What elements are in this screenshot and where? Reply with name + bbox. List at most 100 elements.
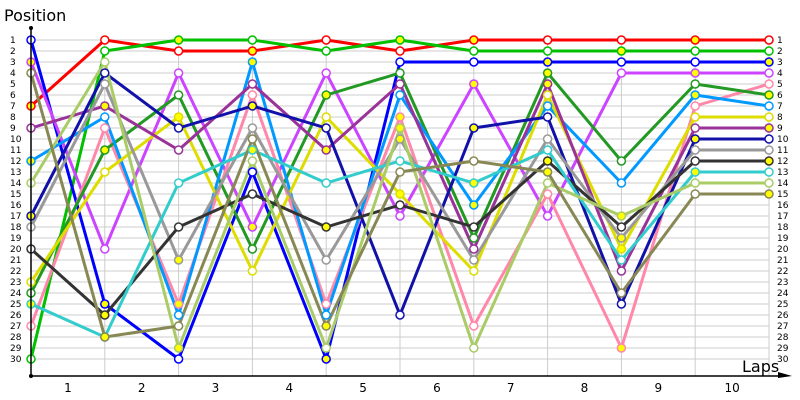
data-point-marker [100,145,110,155]
y-tick-label-right: 7 [777,102,783,112]
data-point-marker [469,156,479,166]
data-point-marker [321,35,331,45]
data-point-marker [321,68,331,78]
data-point-marker [395,200,405,210]
data-point-marker [321,145,331,155]
data-point-marker [173,299,184,309]
x-tick-label: 10 [724,381,739,395]
data-point-marker [247,90,258,100]
data-point-marker [321,343,331,353]
data-point-marker [247,145,258,155]
y-tick-label-right: 27 [777,322,788,332]
y-tick-label-right: 15 [777,190,788,200]
data-point-marker [321,123,331,133]
data-point-marker [542,35,553,45]
y-tick-label: 28 [10,333,22,343]
data-point-marker [469,79,479,89]
data-point-marker [247,101,258,111]
data-point-marker [173,354,184,364]
y-tick-label: 27 [10,322,21,332]
data-point-marker [764,90,774,100]
data-point-marker [469,46,479,56]
data-point-marker [469,233,479,243]
data-point-marker [616,343,627,353]
data-point-marker [173,123,184,133]
y-tick-label: 2 [10,47,16,57]
y-tick-label: 1 [10,36,16,46]
data-point-marker [321,222,331,232]
data-point-marker [616,178,627,188]
x-axis-arrow-icon [778,372,792,378]
data-point-marker [616,266,627,276]
data-point-marker [542,90,553,100]
y-axis-end-dot [29,26,33,30]
y-tick-label-right: 16 [777,201,789,211]
data-point-marker [173,222,184,232]
data-point-marker [247,244,258,254]
y-tick-label-right: 2 [777,47,783,57]
data-point-marker [100,167,110,177]
y-tick-label-right: 25 [777,300,788,310]
data-point-marker [247,46,258,56]
data-point-marker [173,68,184,78]
y-tick-label: 23 [10,278,21,288]
y-tick-label: 8 [10,113,16,123]
y-tick-label-right: 30 [777,355,789,365]
data-point-marker [100,112,110,122]
y-tick-label: 9 [10,124,16,134]
data-point-marker [173,255,184,265]
data-point-marker [247,266,258,276]
data-point-marker [247,189,258,199]
data-point-marker [764,178,774,188]
x-tick-label: 4 [285,381,293,395]
data-point-marker [690,189,700,199]
x-tick-label: 5 [359,381,367,395]
data-point-marker [542,68,553,78]
y-tick-label: 24 [10,289,22,299]
data-point-marker [395,123,405,133]
x-tick-label: 1 [64,381,72,395]
data-point-marker [764,167,774,177]
data-point-marker [542,145,553,155]
data-point-marker [616,46,627,56]
y-tick-label-right: 13 [777,168,788,178]
data-point-marker [764,123,774,133]
data-point-marker [616,57,627,67]
data-point-marker [616,233,627,243]
y-tick-label: 17 [10,212,21,222]
x-tick-label: 6 [433,381,441,395]
data-point-marker [100,299,110,309]
y-tick-label-right: 12 [777,157,788,167]
data-point-marker [395,57,405,67]
y-tick-label: 4 [10,69,16,79]
y-tick-label: 21 [10,256,21,266]
y-tick-label-right: 17 [777,212,788,222]
origin-dot [29,374,33,378]
data-point-marker [173,145,184,155]
y-tick-label: 11 [10,146,21,156]
y-tick-label-right: 26 [777,311,789,321]
data-point-marker [690,90,700,100]
axes [29,26,792,378]
data-point-marker [690,156,700,166]
data-point-marker [542,101,553,111]
data-point-marker [690,178,700,188]
data-point-marker [616,35,627,45]
data-point-marker [173,310,184,320]
data-point-marker [395,211,405,221]
data-point-marker [321,178,331,188]
data-point-marker [247,167,258,177]
x-tick-label: 3 [212,381,220,395]
data-point-marker [100,244,110,254]
y-tick-label-right: 11 [777,146,788,156]
data-point-marker [247,156,258,166]
data-point-marker [100,332,110,342]
y-tick-label-right: 6 [777,91,783,101]
data-point-marker [173,321,184,331]
y-tick-label-right: 1 [777,36,783,46]
data-point-marker [395,134,405,144]
data-point-marker [395,79,405,89]
data-point-marker [690,35,700,45]
data-point-marker [321,354,331,364]
